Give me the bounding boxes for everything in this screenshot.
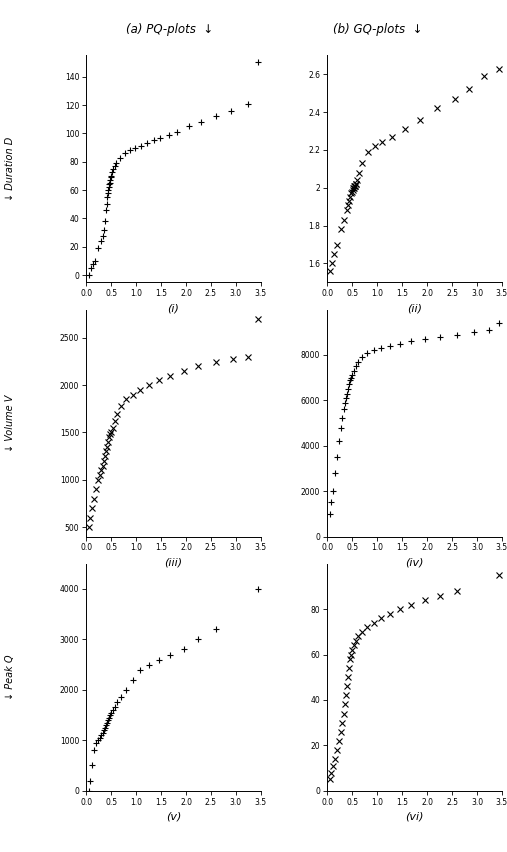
Text: ↓ Volume V: ↓ Volume V (5, 394, 15, 452)
Text: (ii): (ii) (407, 303, 422, 314)
Text: (vi): (vi) (405, 812, 424, 822)
Text: (iii): (iii) (164, 558, 183, 567)
Text: (i): (i) (168, 303, 179, 314)
Text: (iv): (iv) (405, 558, 424, 567)
Text: (a) PQ-plots  ↓: (a) PQ-plots ↓ (126, 23, 213, 37)
Text: ↓ Duration D: ↓ Duration D (5, 136, 15, 201)
Text: ↓ Peak Q: ↓ Peak Q (5, 654, 15, 700)
Text: (v): (v) (166, 812, 181, 822)
Text: (b) GQ-plots  ↓: (b) GQ-plots ↓ (333, 23, 422, 37)
